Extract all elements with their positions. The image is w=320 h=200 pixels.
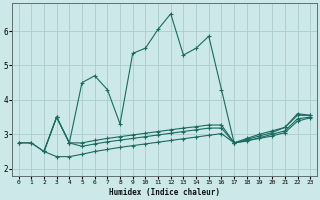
X-axis label: Humidex (Indice chaleur): Humidex (Indice chaleur): [109, 188, 220, 197]
